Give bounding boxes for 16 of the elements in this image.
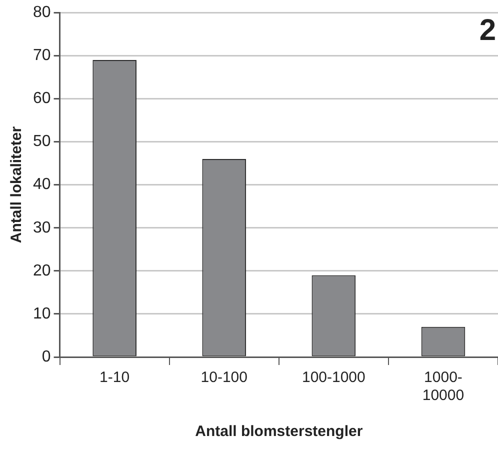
y-tick-label: 10 [33,305,51,322]
y-tick-label: 70 [33,47,51,64]
y-axis-title: Antall lokaliteter [8,126,26,244]
y-tick-label: 0 [42,348,51,366]
x-axis-title: Antall blomsterstengler [195,423,363,440]
y-tick-label: 80 [33,4,51,22]
x-tick-label: 1000-10000 [422,369,464,404]
x-tick-label: 1-10 [100,369,130,386]
y-tick-label: 50 [33,133,51,150]
x-tick-label: 10-100 [200,369,248,386]
y-tick-label: 40 [33,176,51,194]
y-tick-label: 60 [33,90,51,108]
y-tick-label: 30 [33,219,51,236]
y-tick-label: 20 [33,262,51,280]
x-tick-label: 100-1000 [302,369,366,386]
annotation: 2 [479,14,496,48]
